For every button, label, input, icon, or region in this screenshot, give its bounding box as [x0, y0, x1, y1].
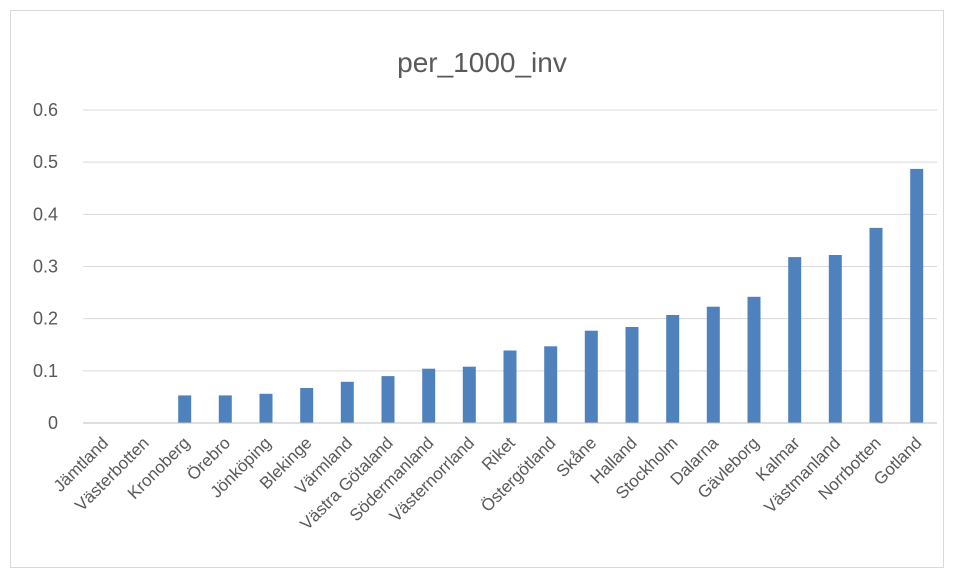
bar: [544, 346, 558, 423]
y-tick-label: 0.4: [33, 204, 58, 224]
bar: [218, 395, 232, 423]
bar: [625, 327, 639, 423]
y-tick-label: 0.5: [33, 152, 58, 172]
y-tick-label: 0.6: [33, 100, 58, 120]
bar: [910, 168, 924, 423]
chart-title: per_1000_inv: [397, 47, 567, 78]
bar: [300, 388, 314, 423]
x-tick-label: Östergötland: [477, 433, 559, 515]
bar: [381, 376, 395, 423]
gridlines: [83, 109, 937, 372]
bar: [178, 395, 192, 423]
bar: [747, 296, 761, 423]
bar: [788, 257, 802, 423]
x-tick-labels: JämtlandVästerbottenKronobergÖrebroJönkö…: [50, 433, 926, 534]
bar: [462, 366, 476, 423]
bar: [340, 381, 354, 423]
bar: [828, 255, 842, 423]
bar: [869, 227, 883, 423]
y-tick-label: 0.1: [33, 361, 58, 381]
bar: [259, 393, 273, 423]
bar: [584, 330, 598, 423]
y-tick-labels: 0 0.1 0.2 0.3 0.4 0.5 0.6: [33, 100, 58, 433]
bars: [178, 168, 924, 423]
bar: [422, 368, 436, 423]
bar: [706, 306, 720, 423]
y-tick-label: 0: [48, 413, 58, 433]
bar: [666, 315, 680, 423]
bar: [503, 350, 517, 423]
y-tick-label: 0.2: [33, 309, 58, 329]
y-tick-label: 0.3: [33, 257, 58, 277]
